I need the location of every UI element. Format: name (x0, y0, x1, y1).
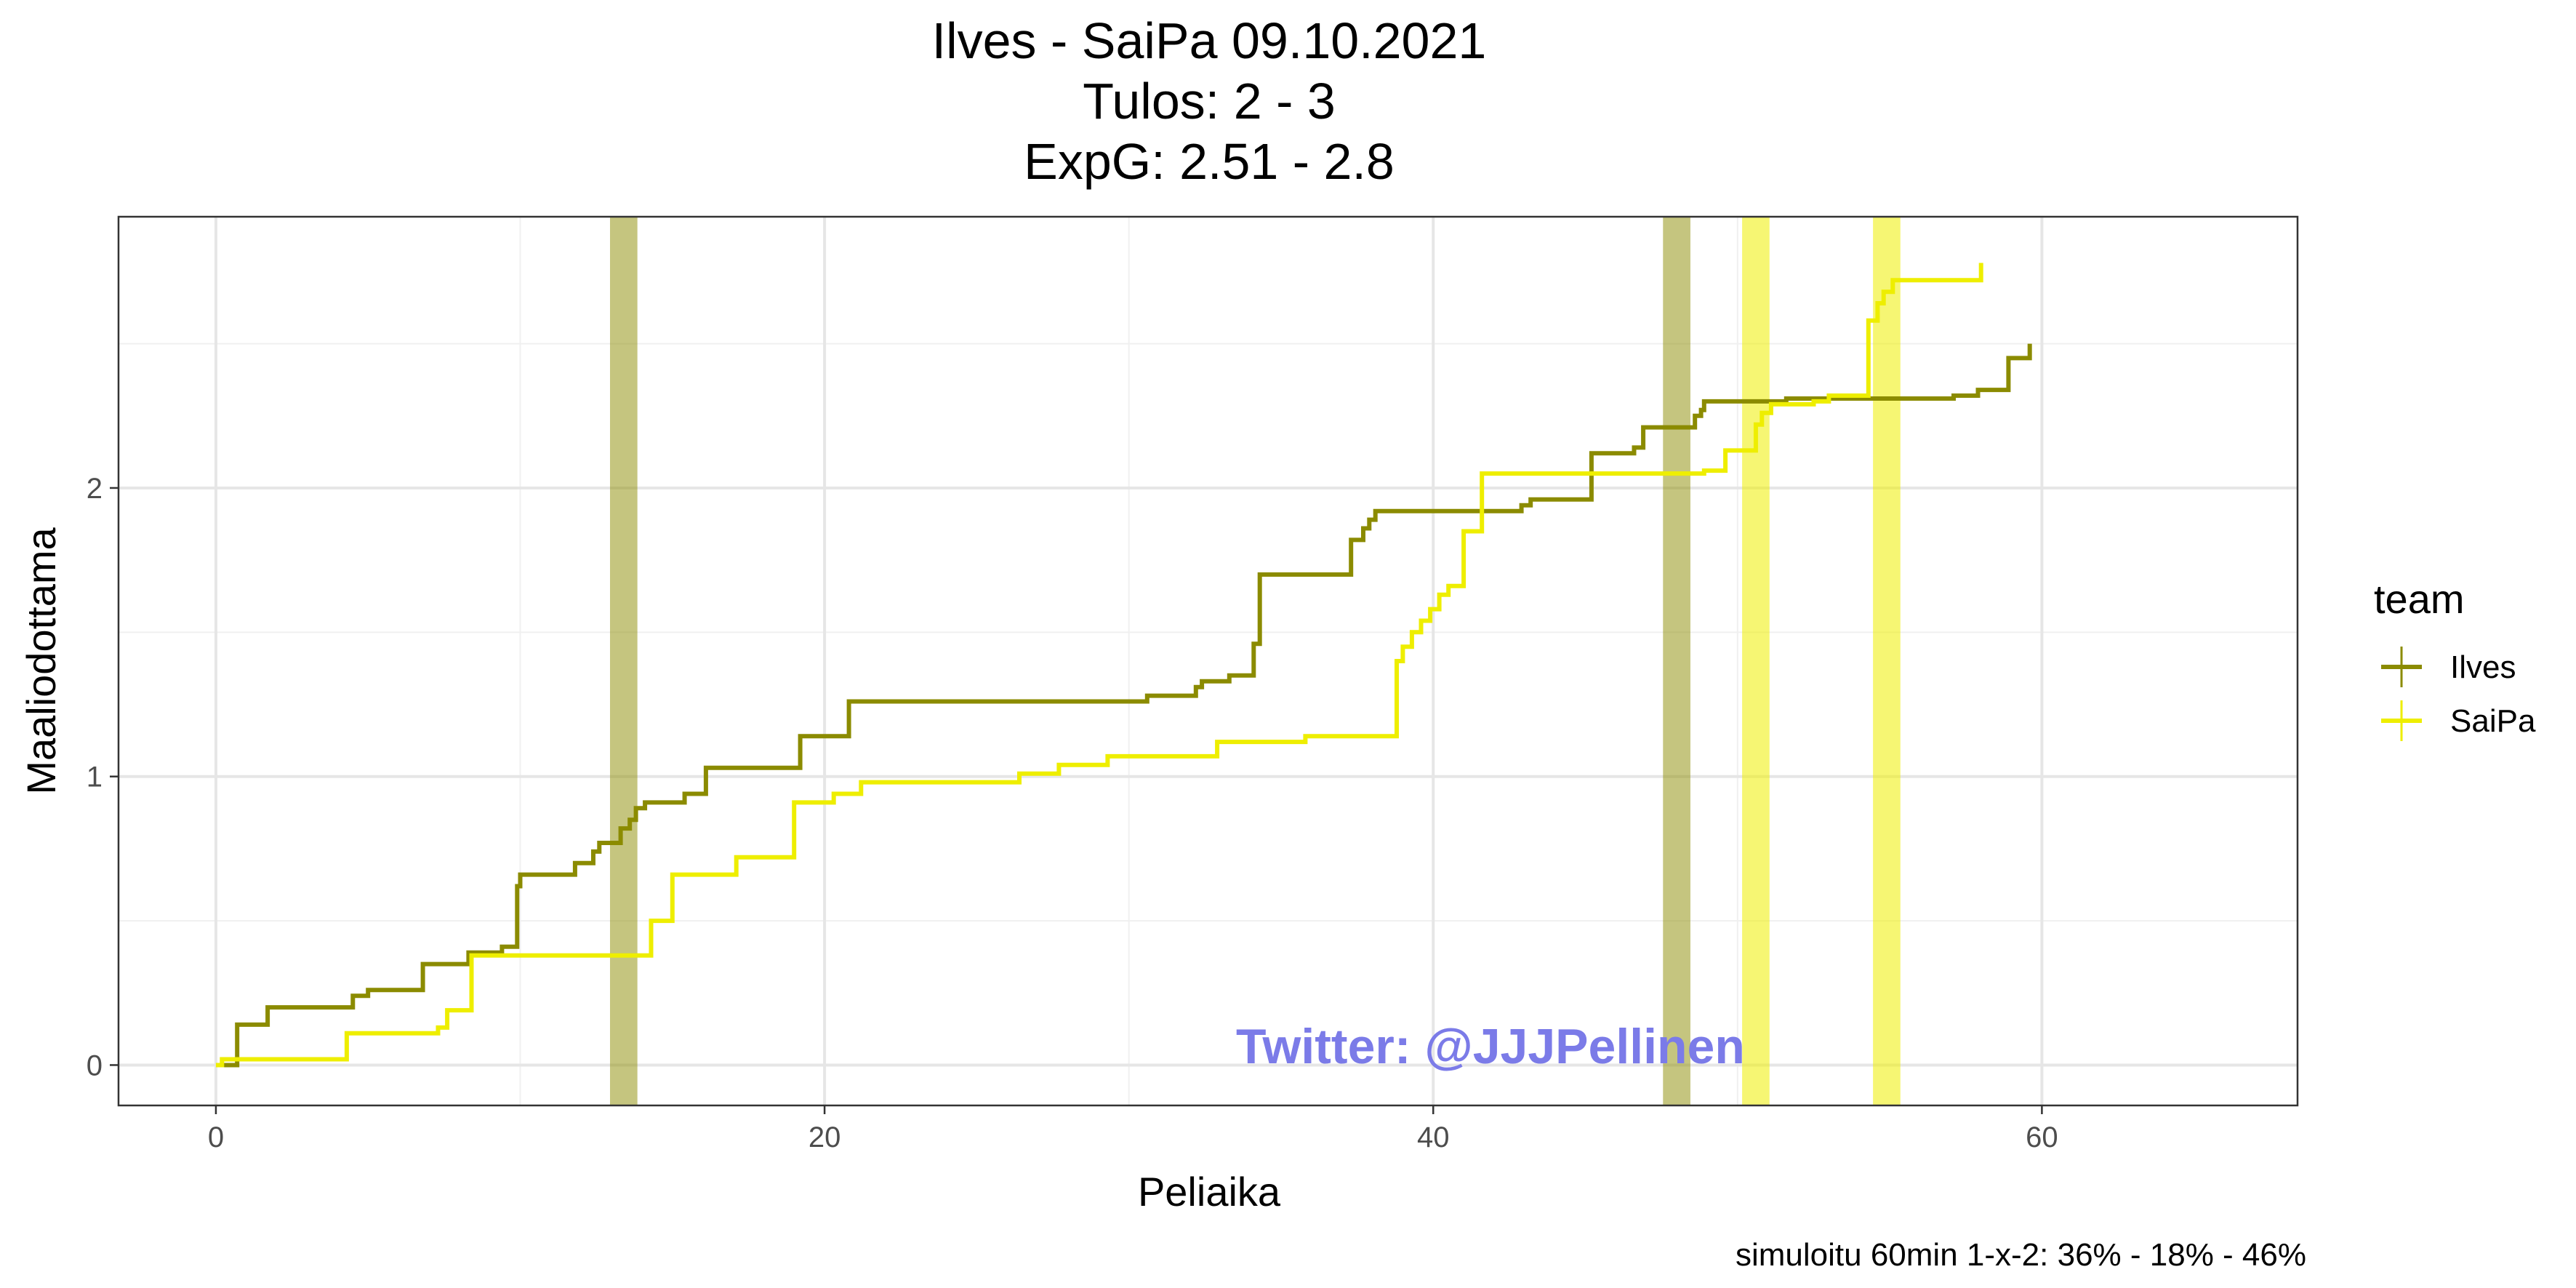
watermark-text: Twitter: @JJJPellinen (1236, 1019, 1745, 1074)
y-axis: 0 1 2 (87, 473, 119, 1081)
plot-border (117, 215, 2299, 1107)
legend-item-saipa: SaiPa (2381, 700, 2536, 741)
series-line-ilves (222, 343, 2032, 1068)
grid-major (119, 217, 2298, 1105)
legend-item-ilves: Ilves (2381, 647, 2516, 687)
y-tick-label: 1 (87, 761, 103, 793)
legend: team Ilves SaiPa (2374, 576, 2536, 741)
legend-title: team (2374, 576, 2465, 622)
y-tick-label: 0 (87, 1049, 103, 1081)
plot-panel: Twitter: @JJJPellinen (117, 215, 2299, 1107)
x-tick-label: 40 (1417, 1121, 1450, 1153)
title-line-match: Ilves - SaiPa 09.10.2021 (932, 12, 1487, 69)
x-tick-label: 60 (2026, 1121, 2058, 1153)
y-tick-label: 2 (87, 473, 103, 505)
x-axis: 0 20 40 60 (208, 1105, 2058, 1153)
series-line-saipa (215, 263, 1983, 1068)
grid-minor (119, 217, 2298, 1105)
series-lines (215, 263, 2032, 1068)
legend-label-saipa: SaiPa (2450, 703, 2536, 739)
goal-band-ilves (609, 217, 638, 1105)
goal-band-saipa (1873, 217, 1901, 1105)
y-axis-title: Maaliodottama (18, 527, 64, 794)
x-tick-label: 20 (808, 1121, 841, 1153)
title-line-expg: ExpG: 2.51 - 2.8 (1024, 133, 1395, 190)
x-axis-title: Peliaika (1138, 1169, 1281, 1215)
x-tick-label: 0 (208, 1121, 224, 1153)
simulation-caption: simuloitu 60min 1-x-2: 36% - 18% - 46% (1736, 1237, 2306, 1273)
title-line-score: Tulos: 2 - 3 (1083, 73, 1336, 129)
plot-background (119, 217, 2298, 1105)
chart-title: Ilves - SaiPa 09.10.2021 Tulos: 2 - 3 Ex… (932, 12, 1487, 190)
goal-band-saipa (1742, 217, 1770, 1105)
legend-label-ilves: Ilves (2450, 649, 2516, 685)
goal-band-ilves (1663, 217, 1690, 1105)
